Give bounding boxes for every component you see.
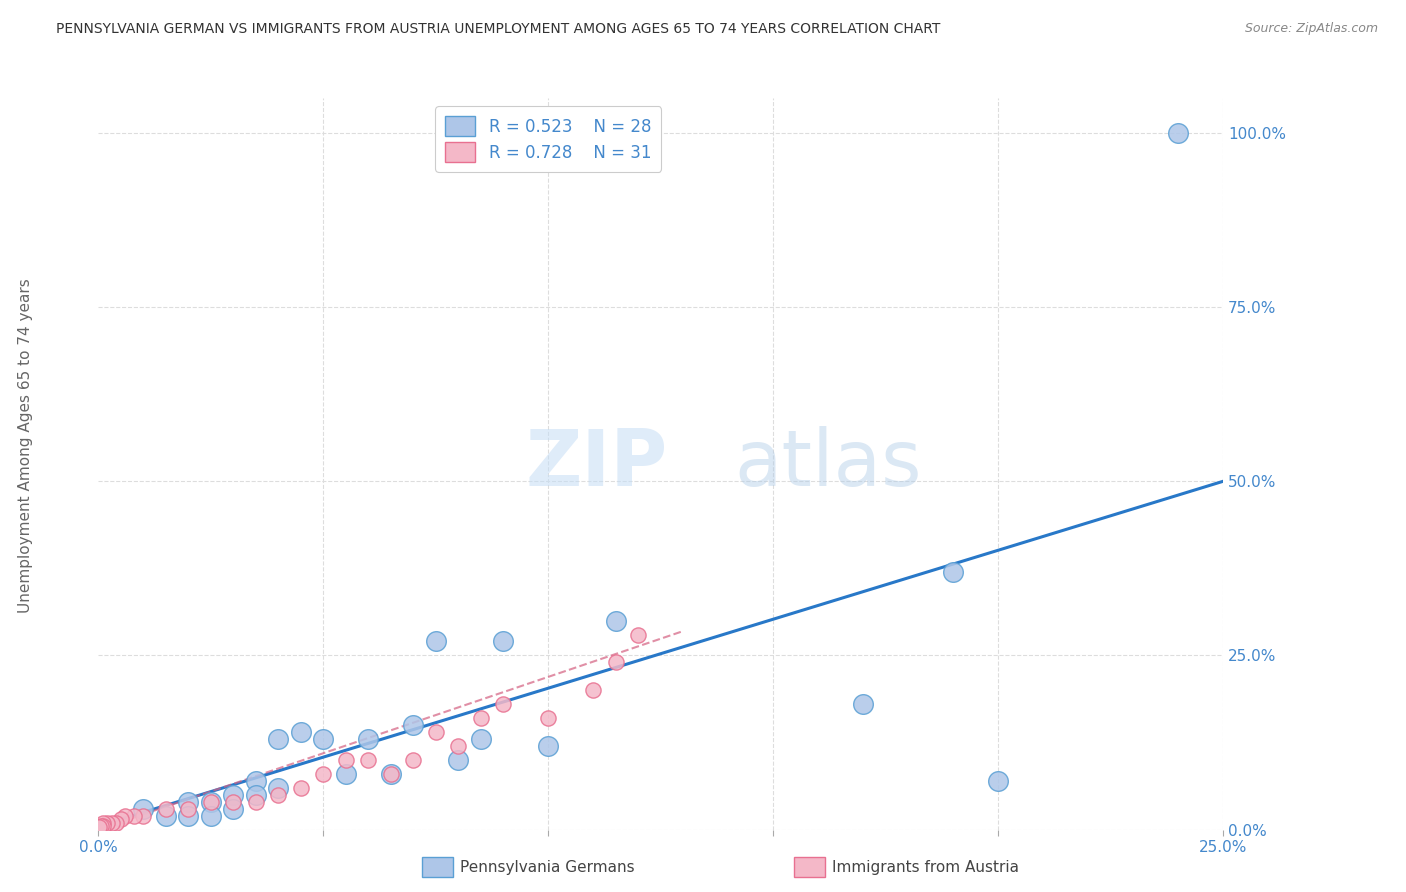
Point — [537, 711, 560, 725]
Text: atlas: atlas — [734, 425, 921, 502]
Point — [222, 802, 245, 816]
Point — [89, 821, 111, 835]
Point — [222, 788, 245, 802]
Legend: R = 0.523    N = 28, R = 0.728    N = 31: R = 0.523 N = 28, R = 0.728 N = 31 — [436, 106, 661, 171]
Text: Immigrants from Austria: Immigrants from Austria — [832, 861, 1019, 875]
Point — [290, 780, 312, 795]
Point — [312, 731, 335, 746]
Point — [200, 795, 222, 809]
Point — [1167, 126, 1189, 140]
Point — [267, 731, 290, 746]
Point — [357, 731, 380, 746]
Point — [582, 683, 605, 698]
Point — [402, 718, 425, 732]
Point — [124, 808, 146, 822]
Point — [245, 788, 267, 802]
Point — [290, 725, 312, 739]
Point — [627, 627, 650, 641]
Point — [155, 802, 177, 816]
Point — [380, 767, 402, 781]
Point — [200, 808, 222, 822]
Point — [335, 753, 357, 767]
Point — [447, 739, 470, 753]
Point — [101, 815, 124, 830]
Point — [537, 739, 560, 753]
Point — [177, 808, 200, 822]
Point — [245, 773, 267, 788]
Point — [96, 815, 118, 830]
Point — [91, 815, 114, 830]
Point — [447, 753, 470, 767]
Text: PENNSYLVANIA GERMAN VS IMMIGRANTS FROM AUSTRIA UNEMPLOYMENT AMONG AGES 65 TO 74 : PENNSYLVANIA GERMAN VS IMMIGRANTS FROM A… — [56, 22, 941, 37]
Point — [357, 753, 380, 767]
Point — [132, 802, 155, 816]
Point — [470, 731, 492, 746]
Point — [605, 656, 627, 670]
Point — [114, 808, 136, 822]
Point — [267, 780, 290, 795]
Point — [177, 795, 200, 809]
Point — [155, 808, 177, 822]
Point — [267, 788, 290, 802]
Point — [402, 753, 425, 767]
Text: ZIP: ZIP — [526, 425, 668, 502]
Point — [90, 819, 112, 833]
Point — [470, 711, 492, 725]
Point — [222, 795, 245, 809]
Point — [105, 815, 128, 830]
Text: Unemployment Among Ages 65 to 74 years: Unemployment Among Ages 65 to 74 years — [18, 278, 32, 614]
Point — [132, 808, 155, 822]
Point — [492, 697, 515, 711]
Point — [245, 795, 267, 809]
Point — [942, 565, 965, 579]
Point — [91, 819, 114, 833]
Point — [987, 773, 1010, 788]
Text: Source: ZipAtlas.com: Source: ZipAtlas.com — [1244, 22, 1378, 36]
Point — [425, 634, 447, 648]
Text: Pennsylvania Germans: Pennsylvania Germans — [460, 861, 634, 875]
Point — [605, 614, 627, 628]
Point — [380, 767, 402, 781]
Point — [200, 795, 222, 809]
Point — [425, 725, 447, 739]
Point — [852, 697, 875, 711]
Point — [110, 812, 132, 826]
Point — [177, 802, 200, 816]
Point — [312, 767, 335, 781]
Point — [492, 634, 515, 648]
Point — [335, 767, 357, 781]
